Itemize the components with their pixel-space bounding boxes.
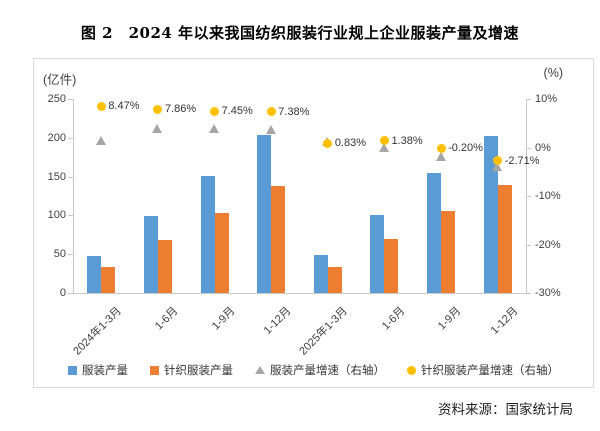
right-axis-tick-label: -20%: [535, 238, 561, 251]
bar-series0-0: [87, 255, 102, 293]
circle-marker-1: [153, 104, 163, 114]
circle-marker-0: [96, 101, 106, 111]
bar-series0-2: [200, 175, 215, 293]
right-axis-tick: [526, 293, 531, 294]
right-axis-tick-label: -10%: [535, 190, 561, 202]
circle-marker-label-1: 7.86%: [164, 103, 197, 116]
bar-series0-5: [370, 214, 385, 293]
legend-square-icon: [150, 365, 159, 375]
circle-marker-6: [436, 143, 446, 153]
bar-series0-6: [427, 173, 442, 293]
legend-square-icon: [68, 365, 77, 375]
circle-marker-7: [493, 156, 503, 166]
triangle-marker-1: [152, 124, 163, 134]
x-tick-label-7: 1-12月: [488, 305, 521, 337]
plot-area: 250 200 150 100 50 0 10% 0% -10% -20% -30% 8.47% 7.8…: [34, 59, 593, 387]
right-axis-tick: [526, 99, 531, 100]
circle-marker-4: [323, 138, 333, 148]
x-axis-line: [73, 293, 526, 294]
left-axis-tick: [68, 293, 73, 294]
right-axis-tick: [526, 244, 531, 246]
x-tick-label-3: 1-12月: [261, 305, 294, 337]
left-axis-tick: [68, 137, 73, 139]
circle-marker-label-4: 0.83%: [334, 137, 367, 150]
left-axis-tick-label: 100: [47, 209, 66, 222]
bar-series1-7: [497, 185, 512, 293]
legend-item-label: 针织服装产量增速（右轴）: [421, 365, 559, 377]
left-axis-tick-label: 200: [47, 131, 66, 144]
circle-marker-5: [379, 136, 389, 146]
triangle-marker-0: [95, 136, 106, 146]
right-axis-tick-label: -30%: [535, 287, 561, 299]
left-axis-tick-label: 0: [59, 287, 66, 299]
triangle-marker-3: [265, 124, 276, 134]
bar-series0-1: [143, 216, 158, 293]
bar-series1-0: [101, 267, 116, 293]
triangle-marker-5: [378, 143, 389, 152]
circle-marker-2: [210, 106, 220, 116]
right-axis-tick-label: 0%: [535, 141, 551, 154]
circle-marker-label-0: 8.47%: [108, 100, 140, 113]
bar-series0-4: [313, 254, 328, 293]
bar-series1-4: [327, 267, 342, 293]
chart-title: 图 2 2024 年以来我国纺织服装行业规上企业服装产量及增速: [80, 24, 520, 42]
left-axis-unit-label: (亿件): [43, 73, 77, 87]
triangle-marker-7: [492, 162, 503, 172]
legend-item-3: 针织服装产量增速（右轴）: [407, 362, 559, 378]
bar-series1-1: [157, 240, 172, 293]
left-axis-tick: [68, 254, 73, 256]
circle-marker-label-7: -2.71%: [504, 154, 540, 167]
legend-item-1: 针织服装产量: [150, 362, 233, 378]
circle-marker-label-6: -0.20%: [448, 142, 483, 155]
x-tick-label-1: 1-6月: [152, 305, 181, 333]
chart-frame: (亿件) (%) 250 200 150 100 50 0 10% 0% -10% -20% -30…: [33, 58, 594, 388]
x-tick-label-0: 2024年1-3月: [71, 305, 124, 358]
legend: 服装产量 针织服装产量 服装产量增速（右轴） 针织服装产量增速（右轴）: [34, 362, 593, 378]
legend-item-label: 针织服装产量: [164, 365, 233, 377]
x-tick-label-6: 1-9月: [436, 305, 464, 333]
x-tick-label-2: 1-9月: [209, 305, 238, 333]
left-axis-tick-label: 250: [47, 93, 66, 105]
right-axis-unit-label: (%): [543, 66, 563, 80]
circle-marker-label-3: 7.38%: [278, 105, 310, 118]
left-axis-tick: [68, 99, 73, 100]
circle-marker-3: [266, 107, 276, 117]
left-axis-line: [73, 99, 74, 293]
x-tick-label-5: 1-6月: [379, 305, 407, 333]
triangle-marker-6: [435, 152, 446, 162]
left-axis-tick-label: 50: [53, 248, 66, 261]
legend-item-label: 服装产量: [82, 365, 128, 377]
circle-marker-label-2: 7.45%: [221, 105, 253, 118]
right-axis-tick: [526, 147, 531, 149]
bar-series1-2: [214, 213, 229, 293]
legend-item-label: 服装产量增速（右轴）: [270, 365, 385, 377]
bar-series1-6: [441, 210, 456, 293]
source-note: 资料来源：国家统计局: [438, 402, 573, 418]
left-axis-tick-label: 150: [47, 170, 66, 183]
bar-series0-3: [257, 134, 272, 293]
circle-marker-label-5: 1.38%: [391, 134, 423, 147]
legend-item-0: 服装产量: [68, 362, 128, 378]
triangle-marker-2: [209, 124, 220, 134]
legend-circle-icon: [407, 365, 416, 375]
bar-series0-7: [483, 136, 498, 293]
x-tick-label-4: 2025年1-3月: [297, 305, 351, 358]
bar-series1-5: [384, 239, 399, 293]
right-axis-tick-label: 10%: [535, 93, 558, 105]
legend-triangle-icon: [255, 366, 265, 374]
left-axis-tick: [68, 215, 73, 217]
bar-series1-3: [271, 185, 286, 293]
legend-item-2: 服装产量增速（右轴）: [255, 362, 385, 378]
right-axis-tick: [526, 196, 531, 197]
left-axis-tick: [68, 176, 73, 178]
